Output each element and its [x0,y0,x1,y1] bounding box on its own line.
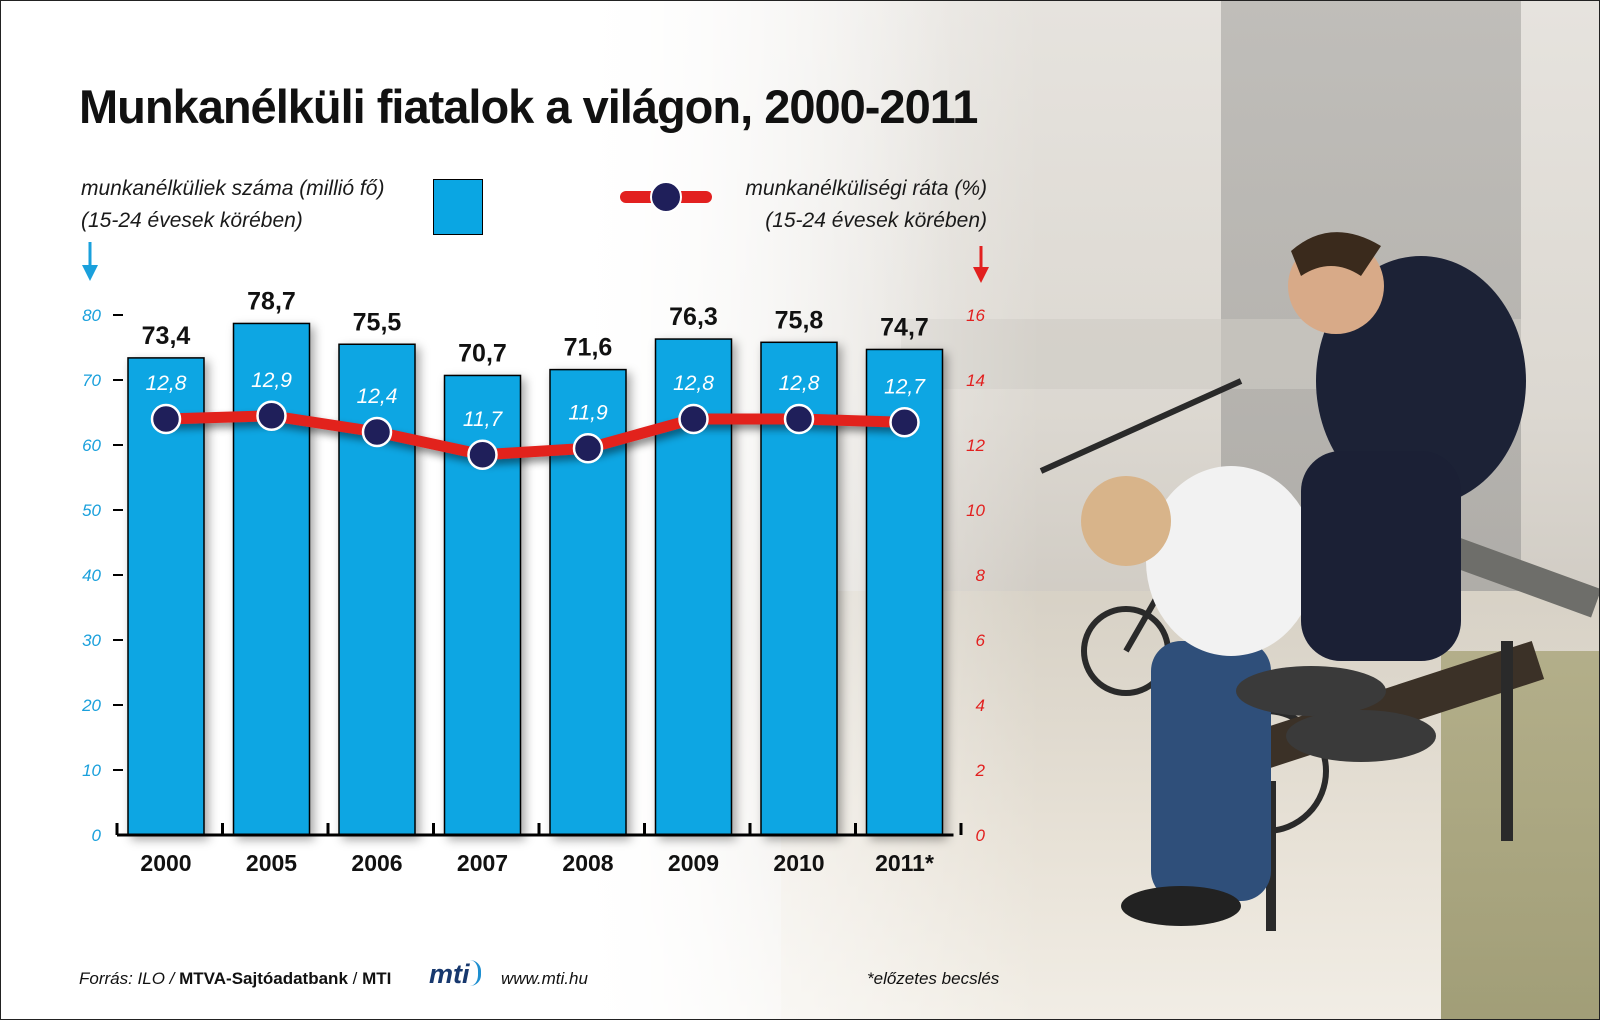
x-category-label: 2008 [562,850,613,876]
right-tick-label: 0 [976,826,986,845]
bar-value-label: 74,7 [880,313,929,341]
rate-point [150,403,182,435]
rate-value-label: 11,9 [568,401,608,424]
rate-point [361,416,393,448]
legend-line-sublabel: (15-24 évesek körében) [765,209,987,232]
rate-value-label: 12,8 [779,372,820,395]
bar [232,322,311,836]
rate-point [572,433,604,464]
x-tick-labels: 2000 2005 2006 2007 2008 2009 2010 2011* [140,850,934,876]
source-credit: Forrás: ILO / MTVA-Sajtóadatbank / MTI [79,969,391,989]
source-sep: / [347,969,363,988]
bar-value-label: 76,3 [669,303,718,331]
photo-grass [1441,651,1599,1019]
boy-dark-jacket-illustration [1236,232,1526,762]
left-tick-label: 10 [82,761,101,780]
legend-bar-swatch [433,179,483,235]
rate-point [678,403,709,435]
left-axis: 0 10 20 30 40 50 60 70 80 [81,242,123,845]
rate-value-label: 12,9 [251,369,292,392]
x-category-label: 2006 [351,850,402,876]
right-tick-label: 14 [966,371,985,390]
left-axis-arrow-icon [82,265,98,281]
legend-bars-sublabel: (15-24 évesek körében) [81,209,303,232]
legend-bars-label: munkanélküliek száma (millió fő) [81,177,385,200]
bar-value-label: 75,5 [353,308,402,336]
mti-swoosh-icon [470,960,481,986]
footnote: *előzetes becslés [867,969,1000,988]
rate-value-label: 12,8 [146,372,187,395]
right-tick-label: 12 [966,436,985,455]
left-tick-label: 50 [82,501,101,520]
boy-white-shirt-illustration [1081,466,1316,926]
rate-line [160,410,910,461]
bar-value-label: 70,7 [458,339,507,367]
bar [127,357,205,836]
website-link[interactable]: www.mti.hu [501,969,588,988]
left-tick-label: 30 [82,631,101,650]
x-axis [115,823,963,837]
left-tick-label: 20 [81,696,101,715]
left-tick-label: 0 [92,826,102,845]
rate-value-label: 12,7 [884,375,926,398]
source-bold: MTVA-Sajtóadatbank [179,969,348,988]
x-category-label: 2000 [140,850,191,876]
left-tick-label: 70 [82,371,101,390]
source-mti: MTI [362,969,392,988]
x-category-label: 2010 [773,850,824,876]
right-tick-label: 2 [975,761,986,780]
rate-value-label: 12,8 [673,372,714,395]
source-prefix: Forrás: ILO / [79,969,180,988]
left-tick-label: 80 [82,306,101,325]
mti-logo-text: mti [429,959,470,989]
rate-point [467,439,498,470]
right-axis: 0 2 4 6 8 10 12 14 16 [966,246,989,845]
x-category-label: 2009 [668,850,719,876]
left-tick-label: 40 [82,566,101,585]
rate-point [783,403,815,435]
x-category-label: 2011* [875,850,934,876]
bar-value-label: 73,4 [142,322,191,350]
rate-point [889,407,920,438]
bar-value-label: 75,8 [775,306,824,334]
right-tick-label: 10 [966,501,985,520]
rate-value-label: 11,7 [463,408,504,431]
bar-value-label: 78,7 [247,287,296,315]
right-tick-label: 4 [976,696,985,715]
right-axis-arrow-icon [973,267,989,283]
mti-logo: mti [429,957,481,990]
right-tick-label: 6 [976,631,986,650]
rate-point [256,400,287,431]
line-series: 12,8 12,9 12,4 11,7 11,9 12,8 12,8 12,7 [146,369,926,470]
bar-value-label: 71,6 [564,334,613,362]
right-tick-label: 16 [966,306,985,325]
legend-line-label: munkanélküliségi ráta (%) [745,177,987,200]
legend-line: munkanélküliségi ráta (%) (15-24 évesek … [745,173,987,237]
x-category-label: 2007 [457,850,508,876]
x-category-label: 2005 [246,850,297,876]
left-tick-label: 60 [82,436,101,455]
chart-title: Munkanélküli fiatalok a világon, 2000-20… [79,80,978,133]
rate-value-label: 12,4 [357,385,398,408]
right-tick-label: 8 [976,566,986,585]
legend-bars: munkanélküliek száma (millió fő) (15-24 … [81,173,384,237]
